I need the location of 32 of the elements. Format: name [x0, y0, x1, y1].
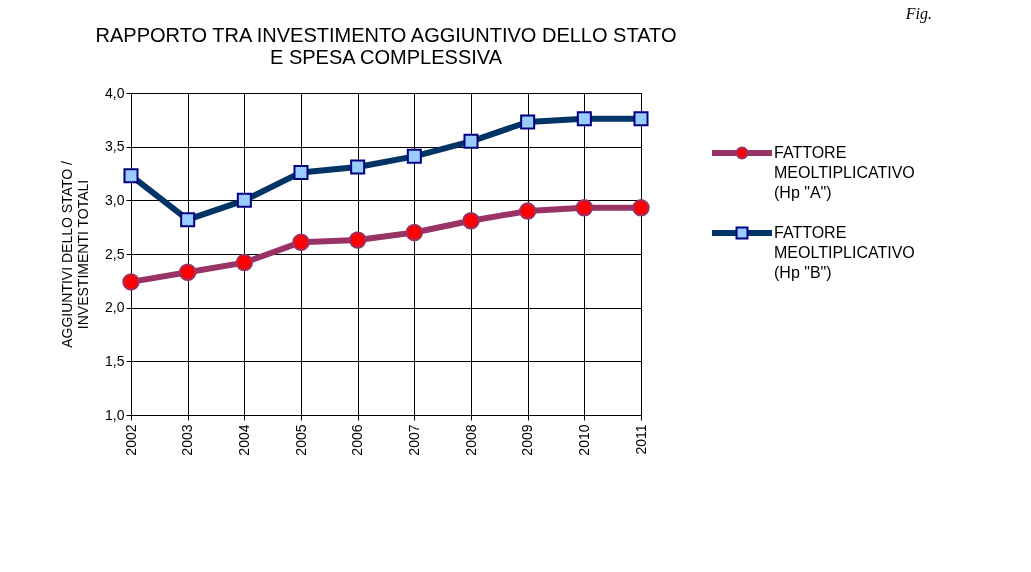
chart-title: RAPPORTO TRA INVESTIMENTO AGGIUNTIVO DELLO STATO E SPESA COMPLESSIVA [95, 24, 677, 68]
point [178, 263, 197, 281]
x-tick-label: 2009 [519, 424, 536, 456]
point [235, 253, 254, 272]
x-tick-label: 2003 [179, 424, 196, 456]
point [292, 233, 310, 251]
point [575, 199, 594, 217]
y-tick-label: 3,0 [105, 191, 125, 208]
x-tick-label: 2002 [122, 424, 139, 456]
point [518, 202, 537, 220]
y-tick-label: 4,0 [105, 84, 125, 101]
point [348, 231, 367, 249]
y-tick-label: 1,0 [105, 406, 125, 423]
point [405, 223, 424, 242]
x-tick-label: 2004 [235, 424, 252, 456]
y-axis-title: AGGIUNTIVI DELLO STATO / INVESTIMENTI TOTALI [59, 161, 92, 348]
text: Fig. [904, 4, 932, 23]
legend-label: FATTORE MEOLTIPLICATIVO (Hp "B") [774, 224, 915, 281]
x-tick-label: 2007 [405, 424, 422, 456]
y-tick-label: 1,5 [105, 352, 125, 369]
point [632, 199, 650, 217]
y-tick-label: 2,0 [105, 299, 125, 316]
point [462, 212, 480, 230]
point [122, 273, 140, 291]
x-tick-label: 2011 [632, 424, 649, 455]
legend-label: FATTORE MEOLTIPLICATIVO (Hp "A") [774, 144, 915, 201]
y-tick-label: 2,5 [105, 245, 125, 262]
x-tick-label: 2006 [349, 424, 366, 456]
x-tick-label: 2005 [292, 424, 309, 456]
x-tick-label: 2008 [462, 424, 479, 456]
y-tick-label: 3,5 [105, 138, 125, 155]
x-tick-label: 2010 [575, 424, 592, 456]
